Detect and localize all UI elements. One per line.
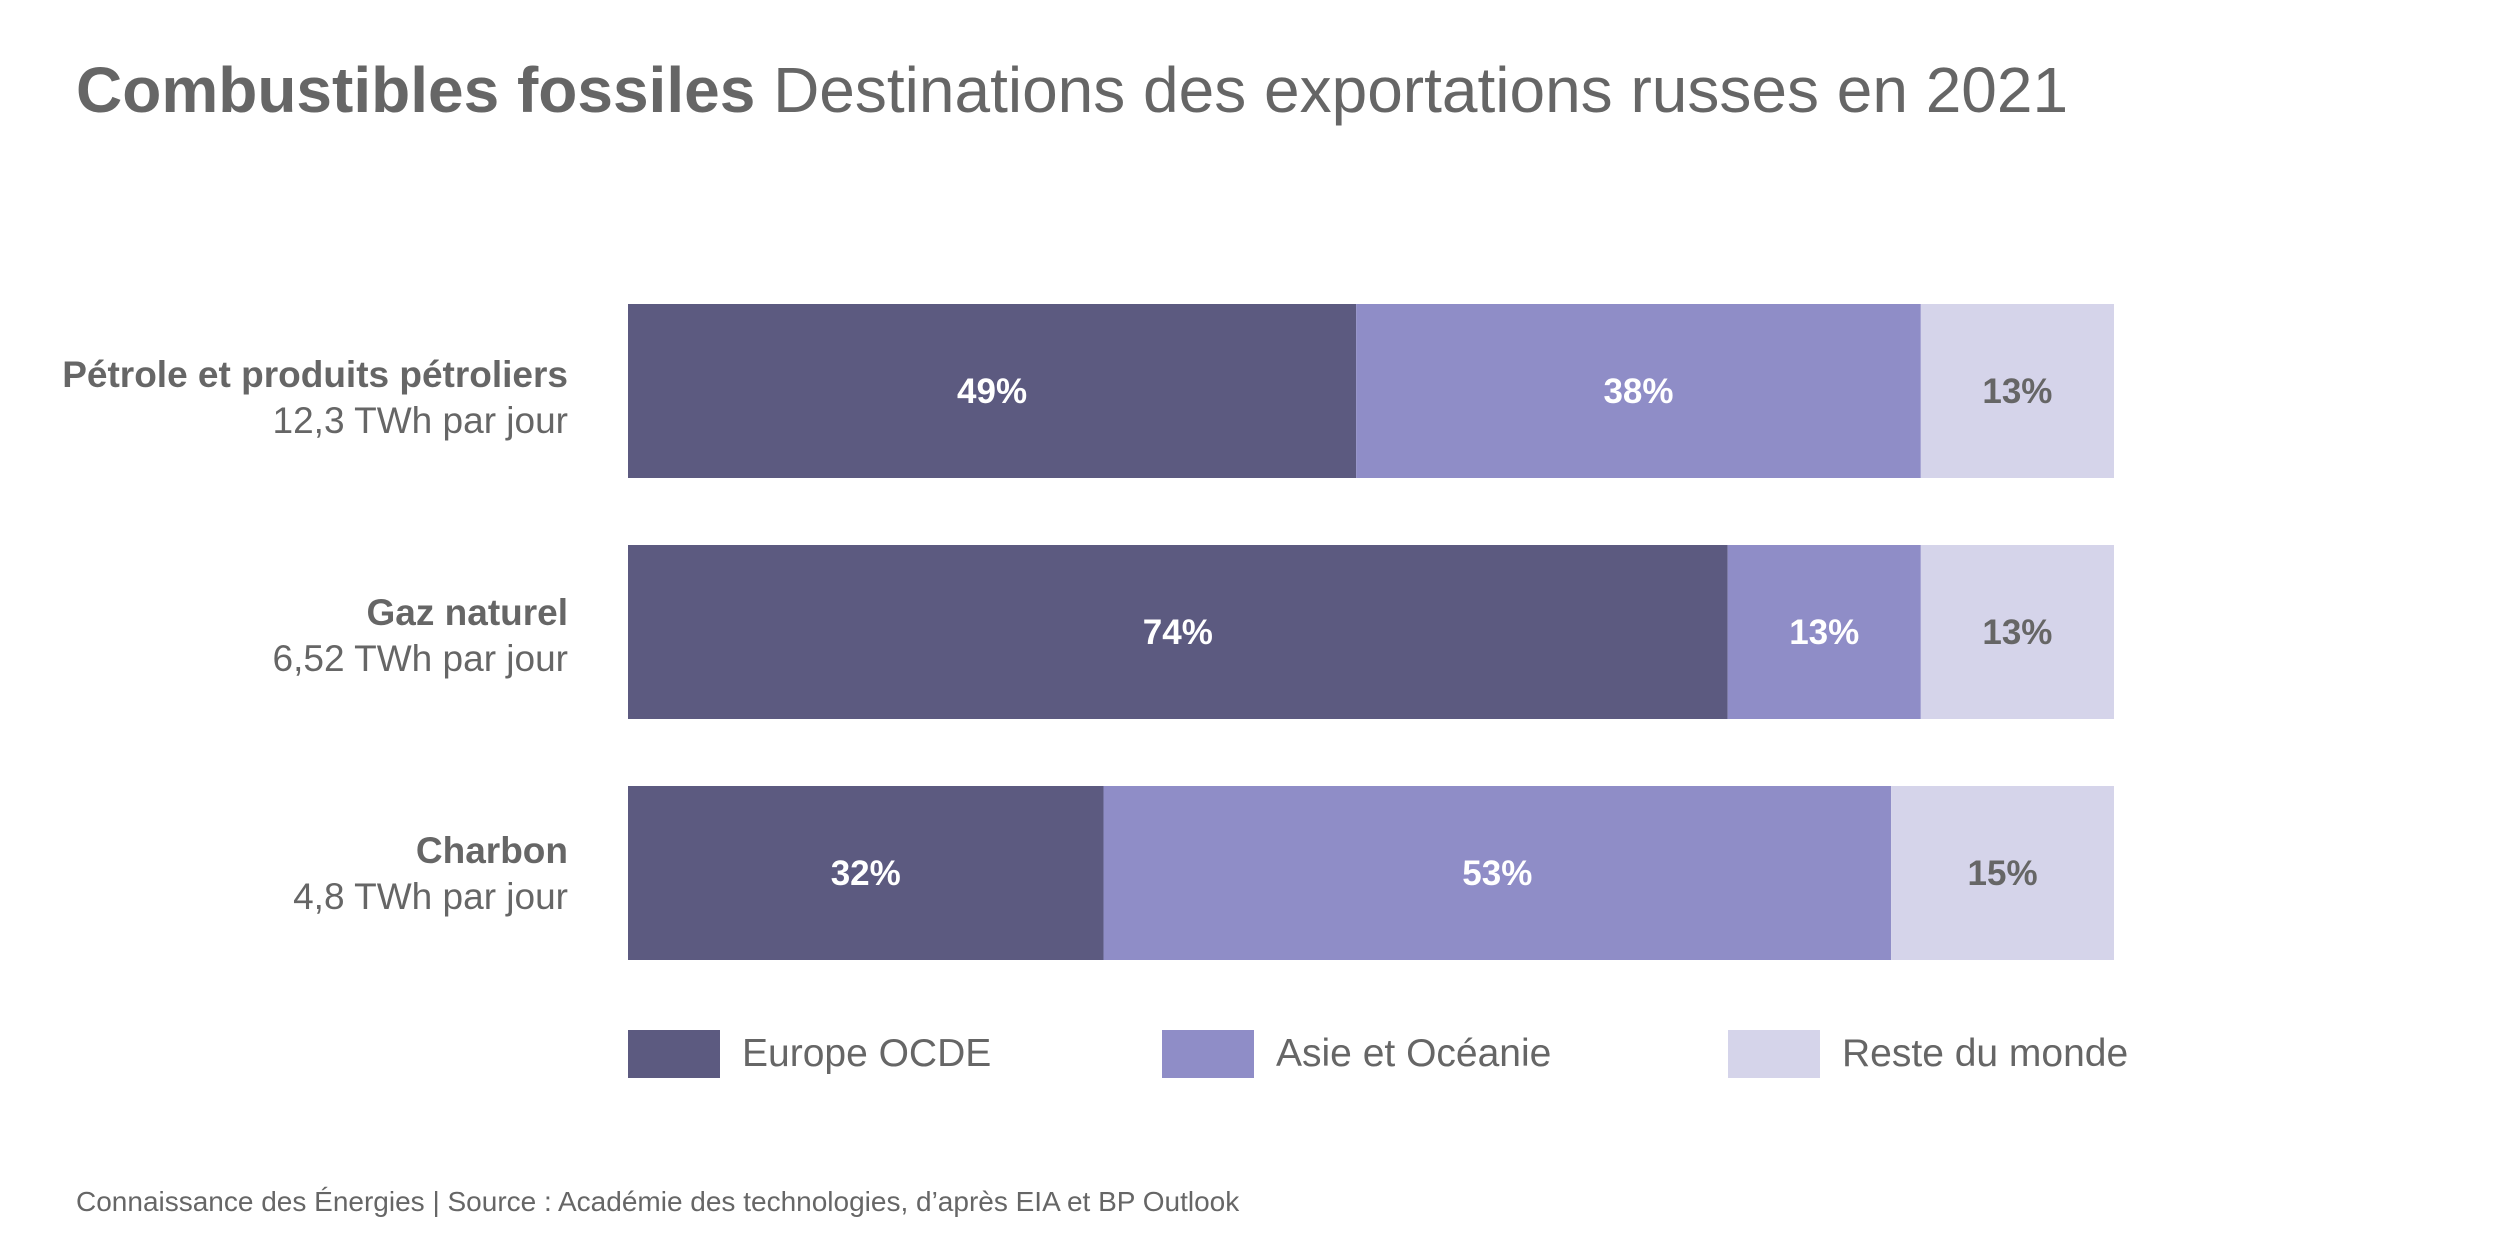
bar-segment <box>1727 545 1921 719</box>
legend-swatch <box>628 1030 720 1078</box>
legend-label: Europe OCDE <box>742 1032 992 1075</box>
bar-value-label: 15% <box>1968 854 2038 893</box>
bar-segment <box>628 545 1728 719</box>
row-label-name: Pétrole et produits pétroliers <box>62 354 568 395</box>
chart-title-subtitle: Destinations des exportations russes en … <box>773 54 2069 126</box>
legend-swatch <box>1728 1030 1820 1078</box>
bar-segment <box>1103 786 1892 960</box>
bar-value-label: 13% <box>1982 372 2052 411</box>
bar-segment <box>1356 304 1921 478</box>
chart-title: Combustibles fossiles Destinations des e… <box>76 50 2068 130</box>
row-label-name: Gaz naturel <box>366 592 569 633</box>
row-label-gaz: Gaz naturel 6,52 TWh par jour <box>273 590 568 682</box>
row-label-charbon: Charbon 4,8 TWh par jour <box>293 828 568 920</box>
bar-segment <box>1920 545 2114 719</box>
bar-segment <box>628 786 1104 960</box>
source-footer: Connaissance des Énergies | Source : Aca… <box>76 1186 1240 1217</box>
bar-segment <box>628 304 1357 478</box>
bar-value-label: 53% <box>1462 854 1532 893</box>
bar-value-label: 74% <box>1143 613 1213 652</box>
bar-value-label: 49% <box>957 372 1027 411</box>
legend-label: Asie et Océanie <box>1276 1032 1552 1075</box>
bar-value-label: 32% <box>831 854 901 893</box>
bar-segment <box>1920 304 2114 478</box>
legend-item-reste-du-monde: Reste du monde <box>1728 1030 2128 1078</box>
bar-value-label: 38% <box>1603 372 1673 411</box>
bar-segment <box>1891 786 2114 960</box>
legend-item-asie-oceanie: Asie et Océanie <box>1162 1030 1551 1078</box>
row-label-sub: 4,8 TWh par jour <box>293 876 568 917</box>
legend-item-europe-ocde: Europe OCDE <box>628 1030 991 1078</box>
row-label-name: Charbon <box>415 830 568 871</box>
bar-value-label: 13% <box>1982 613 2052 652</box>
bar-value-label: 13% <box>1789 613 1859 652</box>
chart-title-bold: Combustibles fossiles <box>76 54 756 126</box>
row-label-petrole: Pétrole et produits pétroliers 12,3 TWh … <box>62 352 568 444</box>
row-label-sub: 12,3 TWh par jour <box>272 400 568 441</box>
legend-label: Reste du monde <box>1842 1032 2129 1075</box>
legend-swatch <box>1162 1030 1254 1078</box>
row-label-sub: 6,52 TWh par jour <box>272 638 568 679</box>
